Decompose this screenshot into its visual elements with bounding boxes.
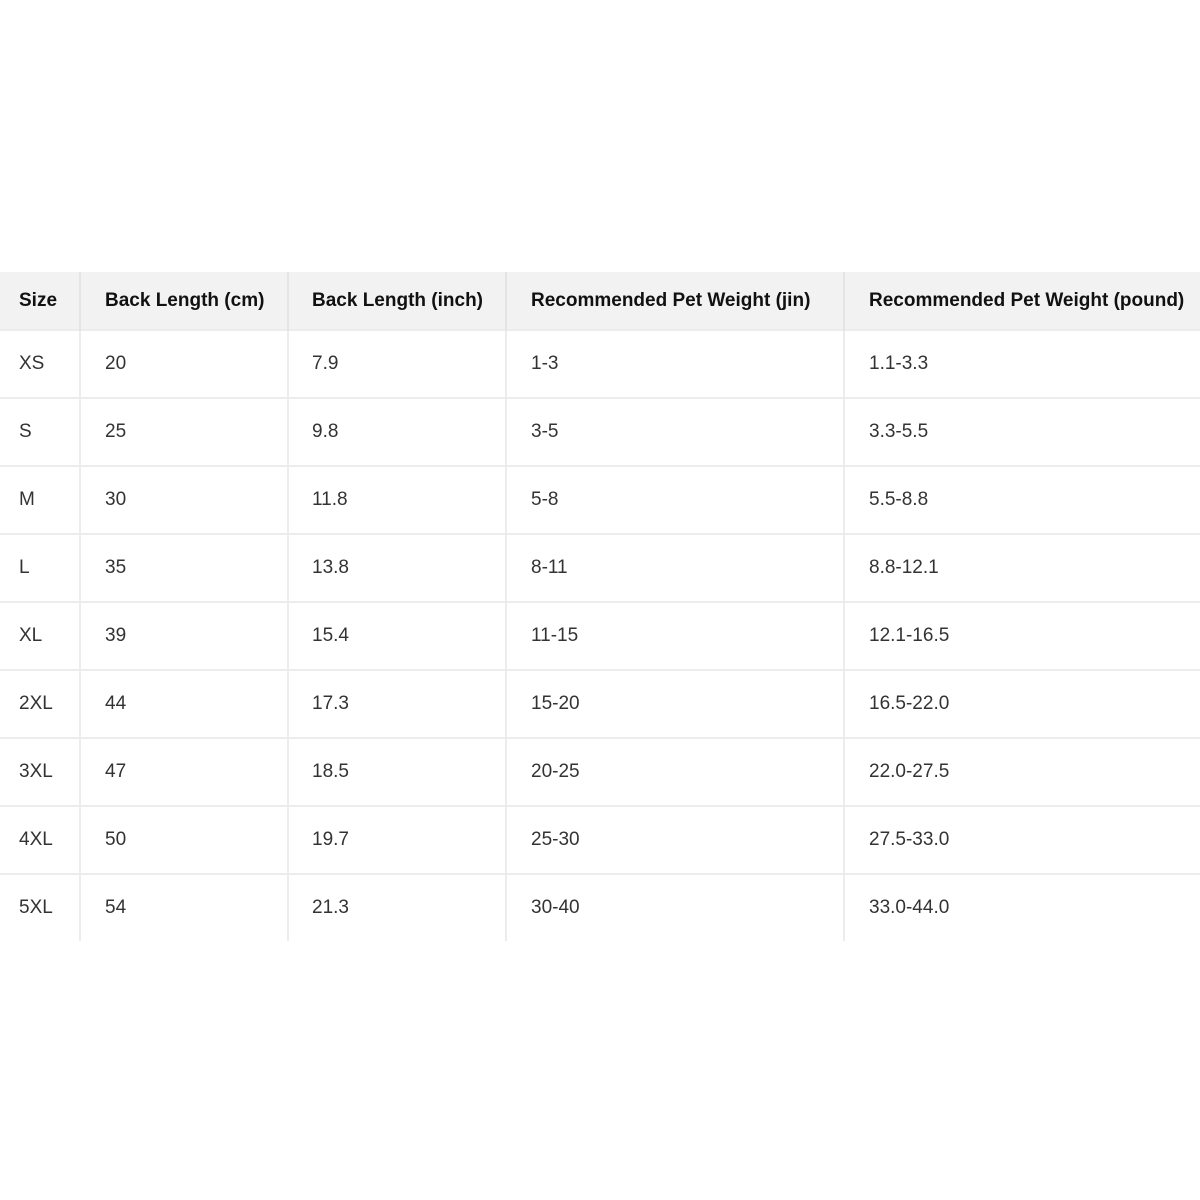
cell-weight-jin: 1-3 (506, 329, 845, 398)
cell-size: S (0, 397, 81, 466)
cell-back-length-inch: 11.8 (288, 465, 507, 534)
cell-weight-pound: 12.1-16.5 (844, 601, 1200, 670)
cell-weight-pound: 16.5-22.0 (844, 669, 1200, 738)
header-size: Size (0, 272, 81, 330)
cell-back-length-cm: 54 (80, 873, 289, 941)
cell-back-length-cm: 50 (80, 805, 289, 874)
table-header-row: Size Back Length (cm) Back Length (inch)… (0, 272, 1200, 330)
size-chart-table: Size Back Length (cm) Back Length (inch)… (0, 272, 1200, 941)
cell-weight-jin: 11-15 (506, 601, 845, 670)
cell-back-length-cm: 20 (80, 329, 289, 398)
cell-weight-jin: 8-11 (506, 533, 845, 602)
cell-weight-pound: 1.1-3.3 (844, 329, 1200, 398)
cell-weight-pound: 27.5-33.0 (844, 805, 1200, 874)
cell-back-length-inch: 15.4 (288, 601, 507, 670)
header-back-length-cm: Back Length (cm) (80, 272, 289, 330)
header-back-length-inch: Back Length (inch) (288, 272, 507, 330)
table-row: XS 20 7.9 1-3 1.1-3.3 (0, 329, 1200, 398)
cell-back-length-inch: 17.3 (288, 669, 507, 738)
cell-back-length-cm: 47 (80, 737, 289, 806)
cell-size: L (0, 533, 81, 602)
cell-size: XS (0, 329, 81, 398)
table-row: 4XL 50 19.7 25-30 27.5-33.0 (0, 805, 1200, 874)
cell-size: 5XL (0, 873, 81, 941)
cell-weight-jin: 30-40 (506, 873, 845, 941)
table-row: S 25 9.8 3-5 3.3-5.5 (0, 397, 1200, 466)
table-body: XS 20 7.9 1-3 1.1-3.3 S 25 9.8 3-5 3.3-5.5 M 30 11.8… (0, 329, 1200, 941)
cell-weight-jin: 15-20 (506, 669, 845, 738)
cell-weight-pound: 5.5-8.8 (844, 465, 1200, 534)
table-row: L 35 13.8 8-11 8.8-12.1 (0, 533, 1200, 602)
table-row: 5XL 54 21.3 30-40 33.0-44.0 (0, 873, 1200, 941)
cell-weight-jin: 5-8 (506, 465, 845, 534)
cell-weight-jin: 20-25 (506, 737, 845, 806)
cell-back-length-inch: 13.8 (288, 533, 507, 602)
cell-weight-pound: 33.0-44.0 (844, 873, 1200, 941)
cell-weight-pound: 3.3-5.5 (844, 397, 1200, 466)
header-weight-jin: Recommended Pet Weight (jin) (506, 272, 845, 330)
cell-size: XL (0, 601, 81, 670)
table-row: M 30 11.8 5-8 5.5-8.8 (0, 465, 1200, 534)
cell-back-length-inch: 19.7 (288, 805, 507, 874)
cell-back-length-cm: 35 (80, 533, 289, 602)
cell-back-length-inch: 9.8 (288, 397, 507, 466)
cell-back-length-cm: 25 (80, 397, 289, 466)
table-row: XL 39 15.4 11-15 12.1-16.5 (0, 601, 1200, 670)
cell-size: 4XL (0, 805, 81, 874)
table-row: 3XL 47 18.5 20-25 22.0-27.5 (0, 737, 1200, 806)
cell-back-length-inch: 18.5 (288, 737, 507, 806)
cell-size: 3XL (0, 737, 81, 806)
cell-back-length-cm: 39 (80, 601, 289, 670)
cell-size: 2XL (0, 669, 81, 738)
cell-weight-pound: 8.8-12.1 (844, 533, 1200, 602)
table-row: 2XL 44 17.3 15-20 16.5-22.0 (0, 669, 1200, 738)
cell-weight-pound: 22.0-27.5 (844, 737, 1200, 806)
cell-back-length-cm: 30 (80, 465, 289, 534)
header-weight-pound: Recommended Pet Weight (pound) (844, 272, 1200, 330)
cell-back-length-cm: 44 (80, 669, 289, 738)
cell-weight-jin: 25-30 (506, 805, 845, 874)
cell-size: M (0, 465, 81, 534)
cell-back-length-inch: 21.3 (288, 873, 507, 941)
cell-weight-jin: 3-5 (506, 397, 845, 466)
cell-back-length-inch: 7.9 (288, 329, 507, 398)
